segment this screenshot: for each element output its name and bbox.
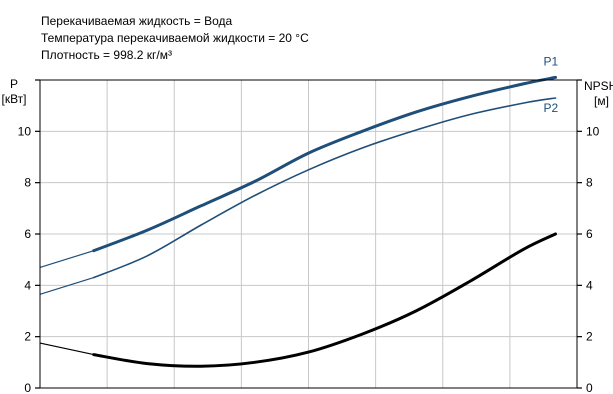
left-tick-label: 0 [24, 381, 31, 394]
right-tick-label: 10 [586, 124, 600, 138]
series-p1-line [92, 75, 557, 253]
right-tick-label: 8 [586, 176, 593, 190]
series-npsh-extension [39, 342, 94, 356]
left-tick-label: 10 [18, 124, 32, 138]
left-tick-label: 6 [24, 227, 31, 241]
curves: P1 P2 [39, 54, 559, 368]
left-tick-label: 4 [24, 278, 31, 292]
left-axis-title: P [10, 77, 18, 91]
header-density: Плотность = 998.2 кг/м³ [41, 48, 172, 62]
series-p1-extension [39, 250, 94, 268]
right-tick-label: 6 [586, 227, 593, 241]
left-tick-label: 8 [24, 176, 31, 190]
right-tick-label: 0 [586, 381, 593, 394]
right-tick-label: 4 [586, 278, 593, 292]
series-p2-extension [39, 277, 94, 295]
header-liquid: Перекачиваемая жидкость = Вода [41, 14, 233, 28]
series-p1-label: P1 [544, 54, 559, 68]
series-p2-label: P2 [544, 101, 559, 115]
left-axis-unit: [кВт] [1, 92, 26, 106]
right-tick-label: 2 [586, 330, 593, 344]
chart-header: Перекачиваемая жидкость = Вода Температу… [41, 13, 309, 64]
header-temperature: Температура перекачиваемой жидкости = 20… [41, 31, 309, 45]
series-npsh-line [92, 232, 557, 368]
grid [40, 79, 577, 388]
right-axis-unit: [м] [594, 94, 609, 108]
right-axis-title: NPSH [584, 79, 613, 93]
left-tick-label: 2 [24, 330, 31, 344]
axes: 0 2 4 6 8 10 0 2 4 6 8 10 [18, 79, 600, 394]
series-p2-line [92, 97, 557, 279]
